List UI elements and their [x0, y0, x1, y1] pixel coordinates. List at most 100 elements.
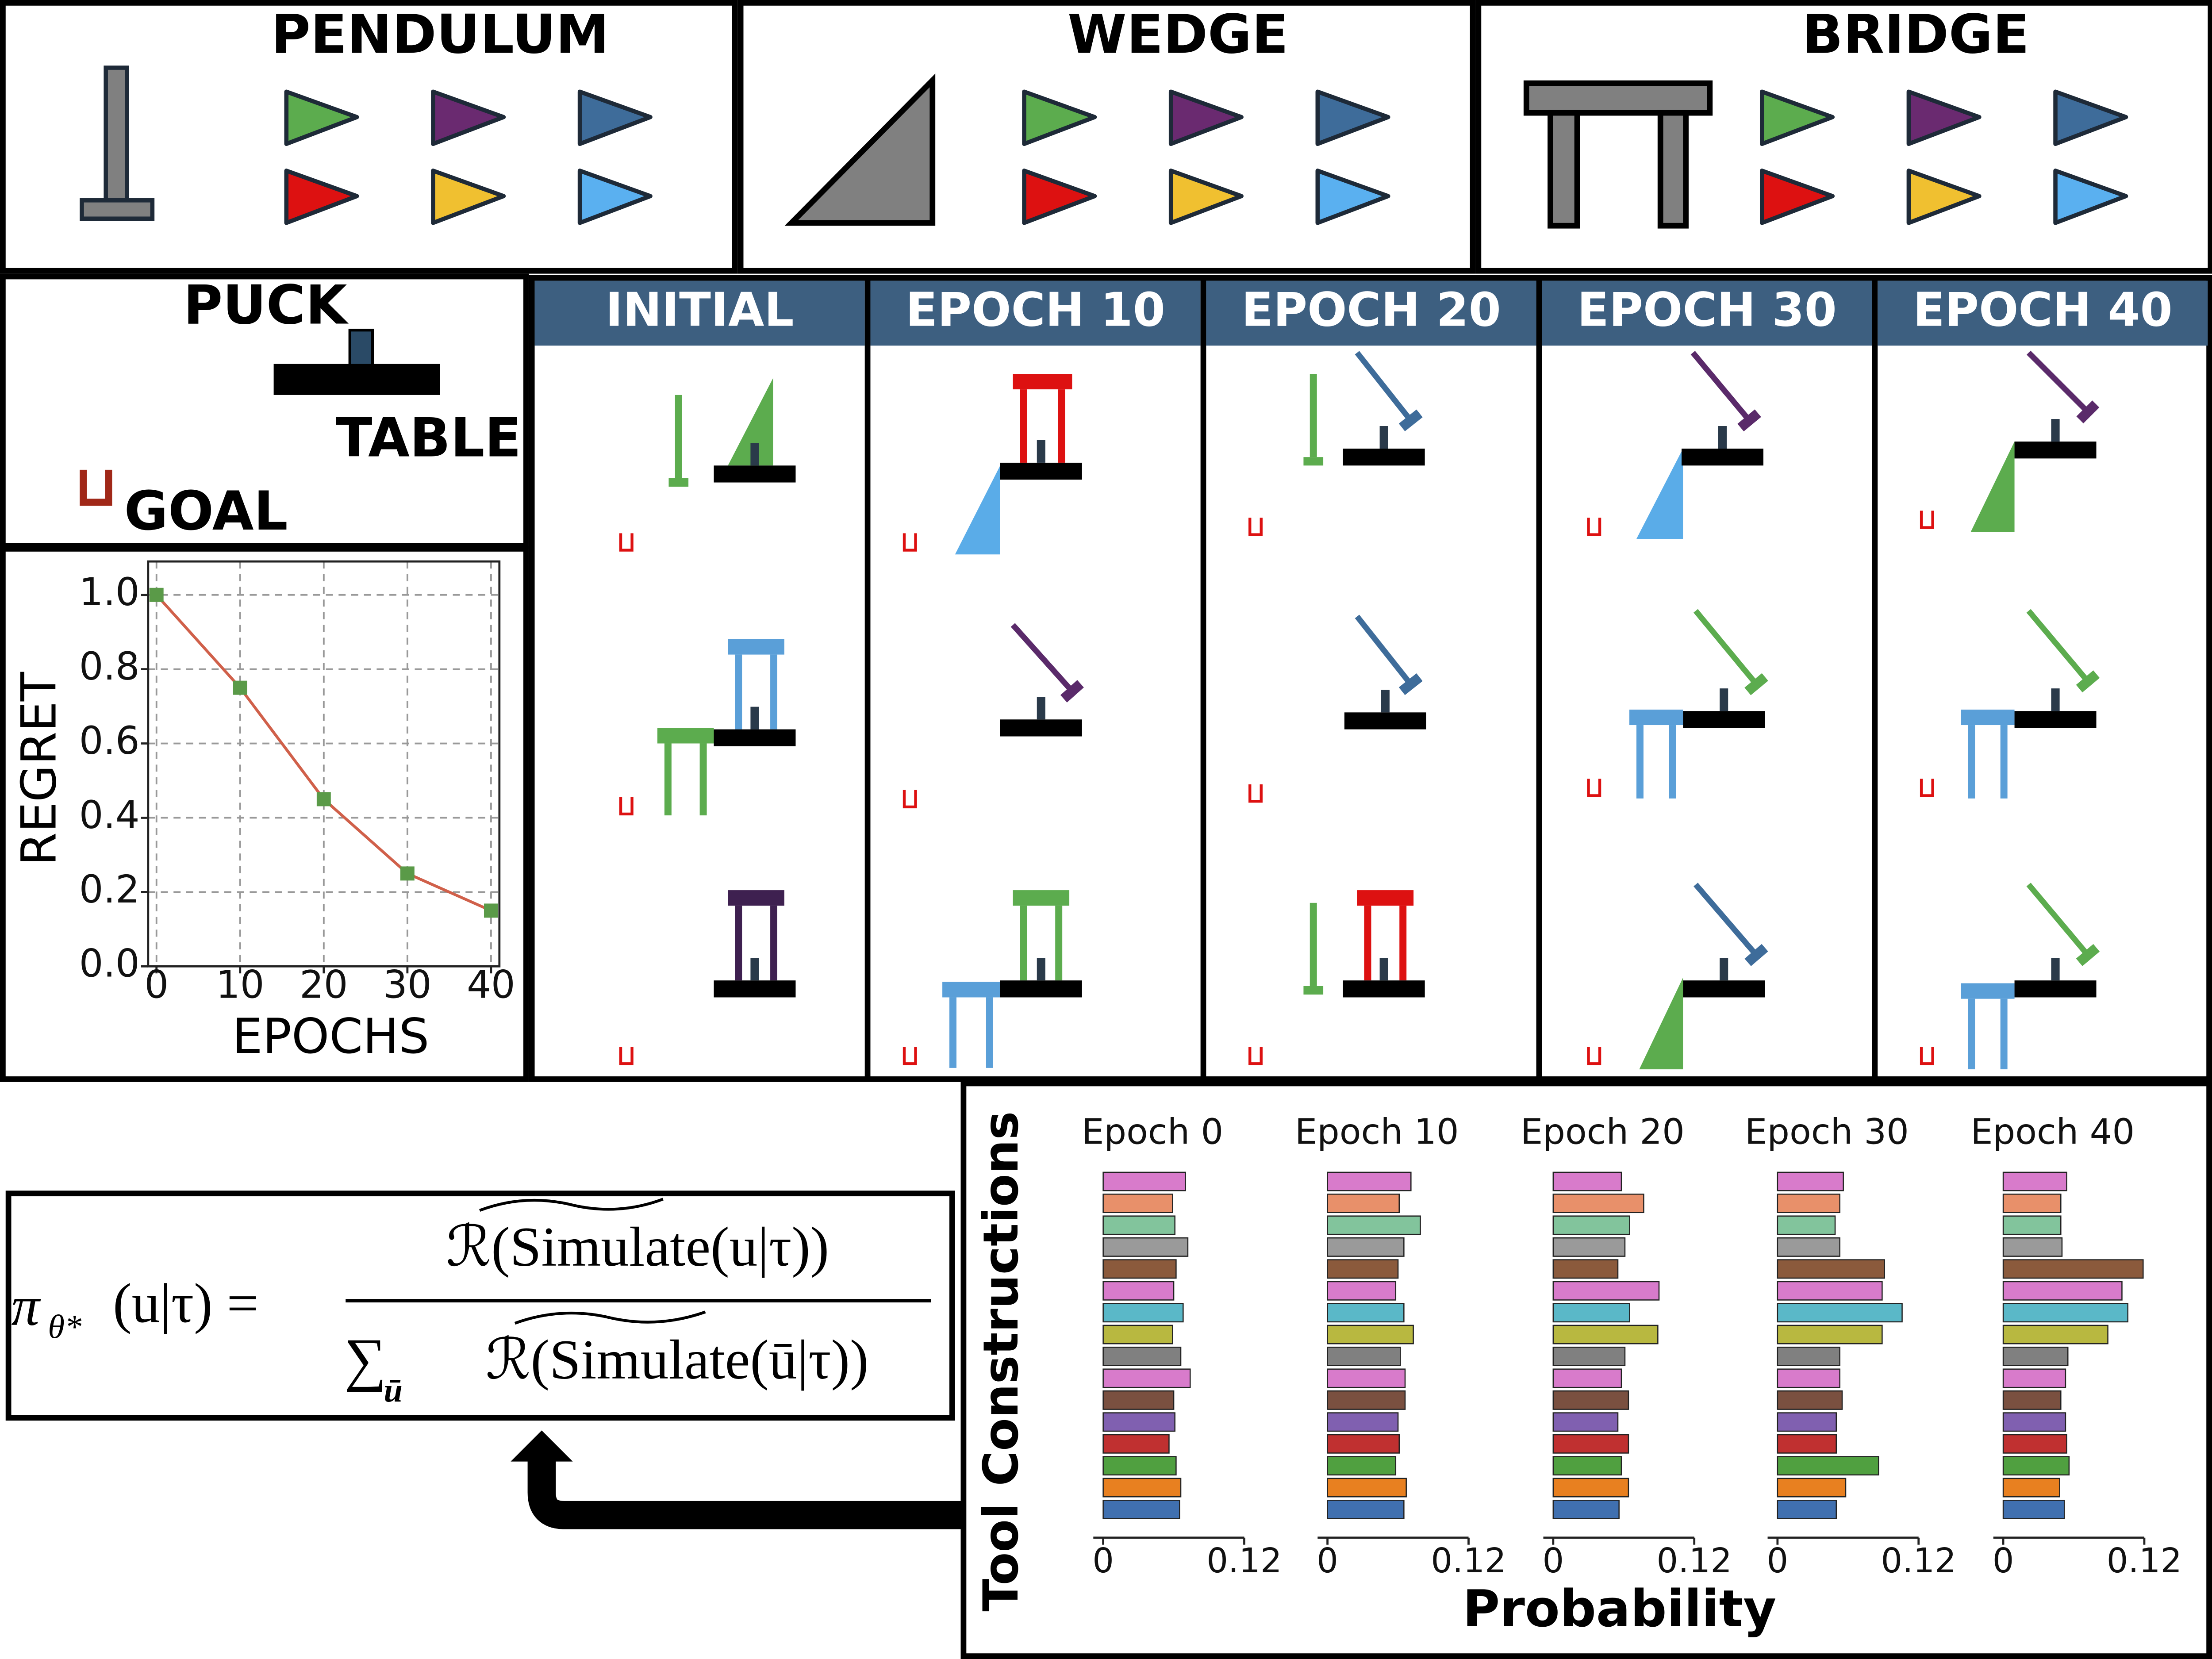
puck — [2051, 688, 2060, 711]
bar — [1552, 1303, 1630, 1323]
bar — [1102, 1171, 1186, 1191]
bar — [1552, 1237, 1626, 1257]
bar — [1777, 1434, 1837, 1454]
table-label: TABLE — [336, 407, 521, 469]
tool-name: PENDULUM — [271, 3, 609, 65]
formula-lhs: π — [12, 1275, 41, 1337]
bar — [1102, 1412, 1175, 1432]
bar — [1102, 1478, 1182, 1498]
goal — [1248, 784, 1263, 803]
marker — [149, 588, 164, 602]
bar — [1102, 1390, 1175, 1410]
pendulum — [1690, 351, 1751, 422]
column-title: EPOCH 30 — [1577, 283, 1837, 337]
column-header — [534, 280, 865, 346]
bar — [2002, 1303, 2129, 1323]
bridge — [1013, 374, 1072, 390]
column-header — [1878, 280, 2208, 346]
pendulum — [675, 395, 682, 478]
bar — [2002, 1325, 2108, 1344]
bar — [1102, 1325, 1173, 1344]
puck — [750, 958, 759, 981]
bar — [1552, 1412, 1619, 1432]
column-header — [1542, 280, 1872, 346]
bar — [2002, 1434, 2067, 1454]
bar — [1102, 1368, 1191, 1388]
goal — [902, 533, 917, 552]
goal — [902, 790, 917, 809]
bridge — [770, 654, 778, 730]
bridge — [1669, 725, 1676, 799]
tilde — [479, 1198, 664, 1212]
bar — [1552, 1347, 1626, 1367]
scene-panel — [529, 275, 2212, 1082]
pendulum — [1010, 623, 1075, 693]
bar — [1327, 1434, 1400, 1454]
goal — [902, 1047, 917, 1065]
bridge — [1020, 389, 1027, 463]
pendulum — [1693, 609, 1759, 686]
bar — [1327, 1259, 1399, 1279]
y-tick-label: 0.6 — [79, 719, 140, 763]
goal — [619, 797, 634, 816]
formula-denominator: ℛ(Simulate(ū|τ)) — [486, 1328, 869, 1391]
bar — [2002, 1499, 2065, 1519]
bar — [1327, 1215, 1421, 1235]
bar — [1102, 1215, 1175, 1235]
bar — [1552, 1281, 1660, 1301]
bridge — [664, 743, 672, 816]
bar — [2002, 1478, 2060, 1498]
table — [1682, 449, 1763, 466]
table — [1344, 712, 1426, 730]
puck — [2051, 419, 2060, 442]
goal — [1587, 518, 1601, 536]
bar — [1327, 1478, 1407, 1498]
y-axis-label: Tool Constructions — [973, 1111, 1029, 1612]
table — [1000, 462, 1082, 480]
puck — [1720, 958, 1728, 981]
x-tick-label: 0 — [1317, 1541, 1338, 1581]
bar — [1102, 1194, 1173, 1214]
flag — [431, 89, 506, 146]
arrow — [527, 1459, 964, 1529]
flag — [1906, 89, 1982, 146]
x-tick-label: 0.12 — [1206, 1541, 1282, 1581]
pendulum — [1744, 673, 1768, 695]
bar — [1102, 1281, 1175, 1301]
flag — [1759, 89, 1835, 146]
pendulum — [2026, 609, 2090, 684]
flag — [2053, 89, 2128, 146]
bar — [1102, 1499, 1180, 1519]
bar — [2002, 1456, 2070, 1476]
chart-title: Epoch 0 — [1082, 1111, 1223, 1152]
pendulum — [2026, 883, 2090, 957]
bar — [1102, 1347, 1182, 1367]
pendulum — [2026, 350, 2090, 414]
x-tick-label: 0 — [1767, 1541, 1789, 1581]
chart-box — [960, 1080, 2212, 1659]
column-header — [1206, 280, 1536, 346]
bar — [1777, 1194, 1840, 1214]
flag — [577, 89, 653, 146]
bar — [1327, 1237, 1405, 1257]
goal-label: GOAL — [124, 480, 288, 542]
bridge — [1629, 709, 1683, 726]
column-header — [870, 280, 1201, 346]
x-tick-label: 10 — [216, 963, 265, 1007]
formula-sum: ∑ — [344, 1326, 386, 1392]
marker — [316, 792, 331, 806]
wedge-icon — [784, 73, 936, 226]
flag — [1022, 89, 1097, 146]
table — [1000, 980, 1082, 998]
bar — [1552, 1434, 1629, 1454]
bridge — [2000, 998, 2008, 1070]
puck — [750, 707, 759, 730]
bridge — [1357, 890, 1414, 906]
bar — [1102, 1456, 1177, 1476]
flag — [2053, 169, 2128, 225]
bridge-icon — [1657, 110, 1689, 229]
x-tick-label: 20 — [300, 963, 348, 1007]
goal — [619, 1047, 634, 1065]
bridge-icon — [1523, 80, 1713, 116]
flag — [431, 169, 506, 225]
